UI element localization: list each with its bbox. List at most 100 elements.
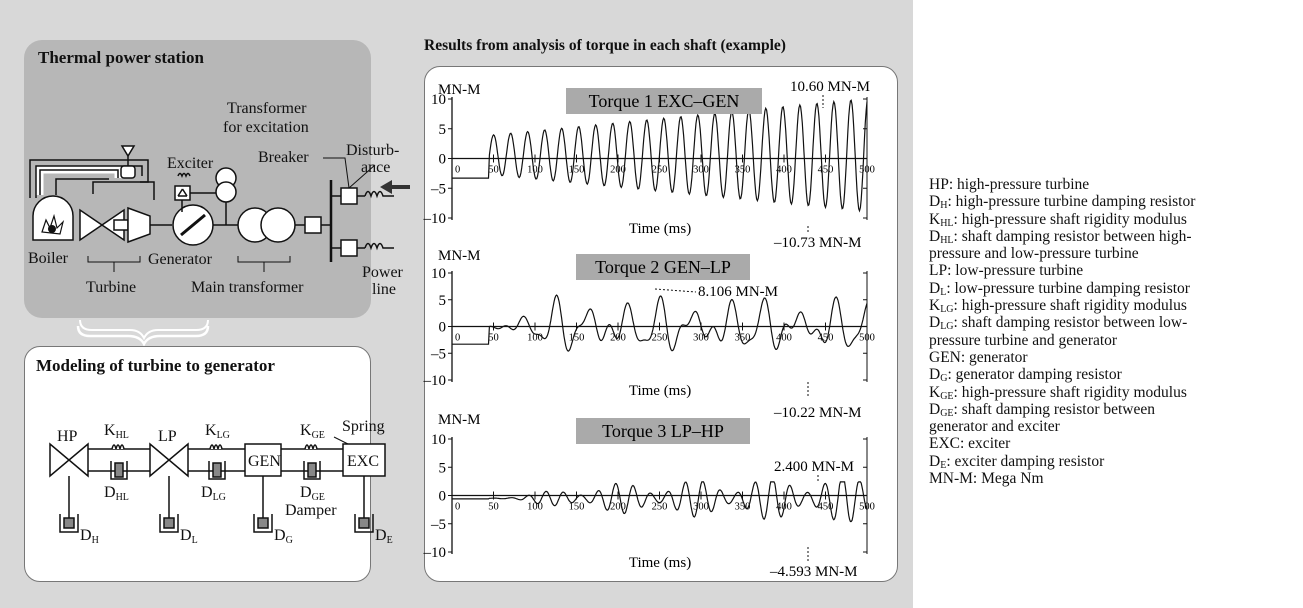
- abbreviation-legend: HP: high-pressure turbine DH: high-pressu…: [929, 176, 1295, 487]
- max-annotation: 10.60 MN-M: [790, 79, 870, 95]
- legend-item: HP: high-pressure turbine: [929, 176, 1090, 193]
- y-tick-label: 0: [439, 152, 447, 168]
- min-annotation: –10.73 MN-M: [773, 235, 862, 251]
- dlg-label: DLG: [201, 484, 226, 503]
- x-tick-label: 100: [527, 502, 543, 513]
- x-tick-label: 500: [859, 502, 875, 513]
- transformer-excitation-label-2: for excitation: [223, 119, 309, 136]
- lp-block-label: LP: [158, 428, 177, 445]
- legend-item: pressure turbine and generator: [929, 331, 1118, 349]
- dge-label: DGE: [300, 484, 325, 503]
- torque-waveform: [452, 481, 868, 523]
- kge-label: KGE: [300, 422, 325, 441]
- max-annotation: 2.400 MN-M: [774, 459, 854, 475]
- x-tick-label: 300: [693, 502, 709, 513]
- boiler-fire-icon: [41, 213, 65, 235]
- x-tick-label: 500: [859, 165, 875, 176]
- chart-title-box: [576, 418, 750, 444]
- power-line-label-2: line: [372, 281, 396, 298]
- dl-label: DL: [180, 527, 198, 546]
- chart-title-box: [566, 88, 762, 114]
- legend-item: pressure and low-pressure turbine: [929, 245, 1139, 263]
- chart-title: Torque 1 EXC–GEN: [589, 91, 740, 111]
- power-station-diagram: Boiler Turbine Generator Exciter Transfo…: [28, 100, 410, 347]
- chart-title: Torque 2 GEN–LP: [595, 257, 731, 277]
- min-annotation: –4.593 MN-M: [769, 564, 858, 580]
- main-transformer-label: Main transformer: [191, 279, 304, 296]
- boiler-label: Boiler: [28, 250, 69, 267]
- x-tick-label: 300: [693, 333, 709, 344]
- x-tick-label: 50: [488, 333, 499, 344]
- y-tick-label: 5: [439, 122, 447, 138]
- torque-waveform: [452, 294, 868, 352]
- x-axis-label: Time (ms): [629, 383, 691, 399]
- x-tick-label: 0: [455, 165, 460, 176]
- x-tick-label: 100: [527, 165, 543, 176]
- damper-label: Damper: [285, 502, 337, 519]
- chart-title: Torque 3 LP–HP: [602, 421, 724, 441]
- station-title: Thermal power station: [38, 48, 204, 67]
- x-tick-label: 100: [527, 333, 543, 344]
- mass-spring-model-diagram: HP LP GEN EXC KHL KLG KGE Spring DHL DLG…: [49, 418, 393, 546]
- results-title: Results from analysis of torque in each …: [424, 37, 786, 54]
- x-tick-label: 450: [818, 502, 834, 513]
- y-tick-label: 10: [431, 92, 446, 108]
- disturbance-label: Disturb-: [346, 142, 399, 159]
- x-tick-label: 250: [652, 502, 668, 513]
- x-axis-label: Time (ms): [629, 221, 691, 237]
- legend-item: generator and exciter: [929, 418, 1060, 436]
- dg-label: DG: [274, 527, 293, 546]
- x-tick-label: 200: [610, 502, 626, 513]
- y-tick-label: 0: [439, 320, 447, 336]
- brace: [76, 325, 210, 347]
- legend-item: DGE: shaft damping resistor between: [929, 400, 1155, 419]
- dh-label: DH: [80, 527, 99, 546]
- breaker-label: Breaker: [258, 149, 309, 166]
- x-tick-label: 350: [735, 165, 751, 176]
- x-tick-label: 250: [652, 165, 668, 176]
- legend-item: MN-M: Mega Nm: [929, 470, 1044, 488]
- x-tick-label: 50: [488, 165, 499, 176]
- x-tick-label: 350: [735, 333, 751, 344]
- legend-item: LP: low-pressure turbine: [929, 262, 1084, 280]
- y-axis-label: MN-M: [438, 248, 481, 264]
- x-tick-label: 0: [455, 333, 460, 344]
- x-tick-label: 150: [569, 333, 585, 344]
- max-leader-line: [654, 288, 697, 293]
- y-axis-label: MN-M: [438, 412, 481, 428]
- legend-item: DG: generator damping resistor: [929, 366, 1122, 385]
- y-tick-label: –5: [430, 346, 446, 362]
- max-annotation: 8.106 MN-M: [698, 284, 778, 300]
- dhl-label: DHL: [104, 484, 129, 503]
- transformer-excitation-label: Transformer: [227, 100, 307, 117]
- exciter-label: Exciter: [167, 155, 214, 172]
- x-tick-label: 450: [818, 333, 834, 344]
- generator-label: Generator: [148, 251, 213, 268]
- turbine-label: Turbine: [86, 279, 136, 296]
- x-tick-label: 400: [776, 333, 792, 344]
- legend-item: DHL: shaft damping resistor between high…: [929, 227, 1192, 246]
- y-tick-label: 10: [431, 432, 446, 448]
- legend-item: DLG: shaft damping resistor between low-: [929, 314, 1188, 333]
- khl-label: KHL: [104, 422, 129, 441]
- model-title: Modeling of turbine to generator: [36, 356, 275, 375]
- disturbance-label-2: ance: [361, 159, 390, 176]
- y-tick-label: 5: [439, 460, 447, 476]
- legend-item: DE: exciter damping resistor: [929, 452, 1105, 471]
- legend-item: EXC: exciter: [929, 435, 1011, 453]
- torque-waveform: [452, 99, 868, 213]
- legend-item: DH: high-pressure turbine damping resist…: [929, 193, 1196, 212]
- y-tick-label: –10: [423, 211, 447, 227]
- legend-item: KHL: high-pressure shaft rigidity modulu…: [929, 210, 1187, 229]
- min-annotation: –10.22 MN-M: [773, 405, 862, 421]
- de-label: DE: [375, 527, 393, 546]
- y-tick-label: –10: [423, 373, 447, 389]
- x-tick-label: 0: [455, 502, 460, 513]
- y-tick-label: –5: [430, 517, 446, 533]
- x-tick-label: 450: [818, 165, 834, 176]
- y-tick-label: 5: [439, 293, 447, 309]
- x-tick-label: 300: [693, 165, 709, 176]
